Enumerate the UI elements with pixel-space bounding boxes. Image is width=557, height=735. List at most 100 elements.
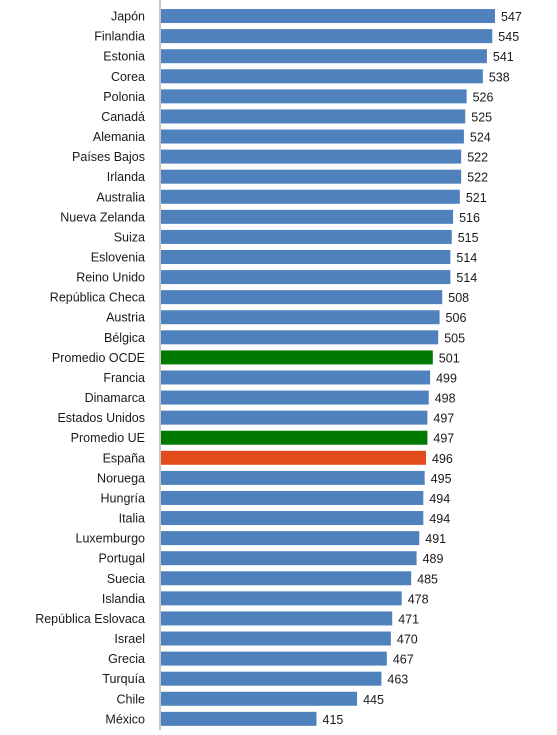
bar (161, 370, 431, 385)
bar (161, 671, 382, 686)
category-label: Dinamarca (85, 391, 145, 405)
data-label: 494 (429, 492, 450, 506)
category-label: República Eslovaca (35, 612, 145, 626)
category-label: Grecia (108, 652, 145, 666)
data-label: 522 (467, 171, 488, 185)
bar (161, 631, 391, 646)
data-label: 508 (448, 291, 469, 305)
bar (161, 149, 462, 164)
data-label: 538 (489, 70, 510, 84)
data-label: 494 (429, 512, 450, 526)
category-label: Bélgica (104, 331, 145, 345)
bar (161, 250, 451, 264)
bar (161, 189, 460, 204)
category-label: República Checa (50, 291, 145, 305)
bar (161, 430, 428, 445)
data-label: 498 (435, 392, 456, 406)
bar (161, 591, 402, 606)
bar (161, 511, 424, 526)
data-label: 496 (432, 452, 453, 466)
data-label: 514 (456, 251, 477, 265)
data-label: 516 (459, 211, 480, 225)
category-label: Promedio UE (71, 431, 145, 445)
category-label: Islandia (102, 592, 145, 606)
bar (161, 691, 358, 706)
data-label: 445 (363, 693, 384, 707)
category-label: Corea (111, 70, 145, 84)
category-label: Finlandia (94, 30, 145, 44)
bar (161, 611, 393, 626)
category-label: Suecia (107, 572, 145, 586)
category-label: Japón (111, 10, 145, 24)
bar (161, 490, 424, 505)
bar (161, 69, 483, 84)
bar (161, 651, 387, 666)
category-label: Austria (106, 311, 145, 325)
bar (161, 270, 451, 285)
data-label: 506 (446, 311, 467, 325)
data-label: 524 (470, 131, 491, 145)
category-label: Suiza (114, 230, 145, 244)
category-label: Alemania (93, 130, 145, 144)
category-label: Australia (96, 190, 145, 204)
bar (161, 109, 466, 124)
data-label: 525 (471, 110, 492, 124)
data-label: 415 (323, 713, 344, 727)
category-label: España (103, 451, 145, 465)
data-label: 545 (498, 30, 519, 44)
category-label: Polonia (103, 90, 145, 104)
value-labels: 547 545 541 538 526 525 524 522 522 521 516 515 514 5… (323, 10, 522, 727)
category-label: Irlanda (107, 170, 145, 184)
category-label: Promedio OCDE (52, 351, 145, 365)
data-label: 497 (433, 432, 454, 446)
bar (161, 571, 412, 586)
category-label: Hungría (101, 491, 146, 505)
category-label: Israel (114, 632, 145, 646)
bar (161, 49, 487, 64)
data-label: 471 (398, 612, 419, 626)
bar (161, 410, 428, 425)
bar (161, 450, 427, 465)
data-label: 470 (397, 633, 418, 647)
category-label: Italia (119, 512, 145, 526)
category-label: Portugal (98, 552, 145, 566)
bar (161, 89, 467, 104)
bar (161, 551, 417, 566)
data-label: 495 (431, 472, 452, 486)
bar (161, 129, 464, 144)
category-label: México (105, 712, 145, 726)
category-label: Francia (103, 371, 145, 385)
bar (161, 531, 420, 546)
category-label: Estonia (103, 50, 145, 64)
bar (161, 350, 433, 365)
bar (161, 209, 454, 224)
category-label: Turquía (102, 672, 145, 686)
data-label: 521 (466, 191, 487, 205)
data-label: 485 (417, 572, 438, 586)
category-label: Estados Unidos (57, 411, 145, 425)
category-label: Noruega (97, 471, 145, 485)
bar (161, 290, 443, 305)
data-label: 515 (458, 231, 479, 245)
data-label: 463 (387, 673, 408, 687)
category-label: Chile (117, 692, 146, 706)
bar (161, 169, 462, 184)
bar (161, 711, 317, 726)
data-label: 478 (408, 592, 429, 606)
bar (161, 310, 440, 325)
bar (161, 390, 429, 405)
bar (161, 330, 439, 345)
category-labels: Japón Finlandia Estonia Corea Polonia Canadá A… (35, 10, 145, 727)
data-label: 526 (473, 90, 494, 104)
bar (161, 229, 452, 244)
data-label: 497 (433, 412, 454, 426)
data-label: 505 (444, 331, 465, 345)
data-label: 541 (493, 50, 514, 64)
data-label: 547 (501, 10, 522, 24)
category-label: Canadá (101, 110, 145, 124)
category-label: Eslovenia (91, 251, 145, 265)
data-label: 467 (393, 653, 414, 667)
bar (161, 29, 493, 44)
